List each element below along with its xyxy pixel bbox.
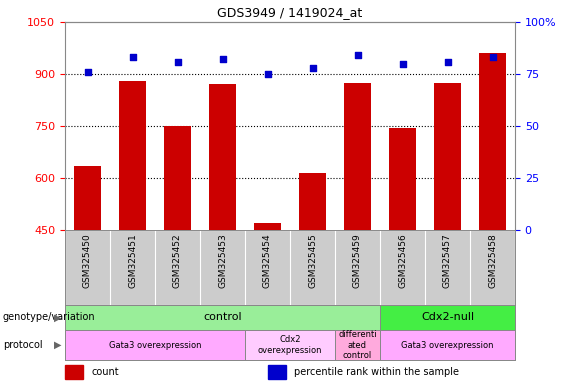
Bar [267, 365, 285, 379]
Bar [74, 166, 101, 230]
Bar [245, 330, 335, 360]
Text: GSM325456: GSM325456 [398, 234, 407, 288]
Text: count: count [92, 367, 120, 377]
Bar [389, 128, 416, 230]
Text: GSM325454: GSM325454 [263, 234, 272, 288]
Text: GSM325455: GSM325455 [308, 234, 317, 288]
Text: genotype/variation: genotype/variation [3, 313, 95, 323]
Text: ▶: ▶ [54, 340, 61, 350]
Text: Gata3 overexpression: Gata3 overexpression [108, 341, 201, 349]
Text: control: control [203, 313, 242, 323]
Bar [65, 365, 83, 379]
Text: Gata3 overexpression: Gata3 overexpression [401, 341, 494, 349]
Bar [299, 173, 326, 230]
Text: ▶: ▶ [54, 313, 61, 323]
Point [218, 56, 227, 63]
Point [308, 65, 317, 71]
Text: GSM325451: GSM325451 [128, 234, 137, 288]
Text: GSM325452: GSM325452 [173, 234, 182, 288]
Bar [254, 223, 281, 230]
Text: Cdx2-null: Cdx2-null [421, 313, 474, 323]
Point [173, 58, 182, 65]
Text: protocol: protocol [3, 340, 42, 350]
Text: GSM325450: GSM325450 [83, 234, 92, 288]
Bar [380, 305, 515, 330]
Text: GSM325453: GSM325453 [218, 234, 227, 288]
Bar [434, 83, 461, 230]
Point [488, 54, 497, 60]
Text: percentile rank within the sample: percentile rank within the sample [294, 367, 459, 377]
Point [353, 52, 362, 58]
Point [443, 58, 452, 65]
Title: GDS3949 / 1419024_at: GDS3949 / 1419024_at [218, 7, 363, 20]
Bar [119, 81, 146, 230]
Bar [65, 305, 380, 330]
Text: GSM325459: GSM325459 [353, 234, 362, 288]
Point [83, 69, 92, 75]
Text: GSM325458: GSM325458 [488, 234, 497, 288]
Text: GSM325457: GSM325457 [443, 234, 452, 288]
Text: differenti
ated
control: differenti ated control [338, 330, 377, 360]
Text: Cdx2
overexpression: Cdx2 overexpression [258, 335, 322, 355]
Bar [209, 84, 236, 230]
Bar [65, 330, 245, 360]
Point [128, 54, 137, 60]
Bar [380, 330, 515, 360]
Bar [335, 330, 380, 360]
Bar [164, 126, 191, 230]
Point [398, 61, 407, 67]
Bar [479, 53, 506, 230]
Point [263, 71, 272, 77]
Bar [344, 83, 371, 230]
